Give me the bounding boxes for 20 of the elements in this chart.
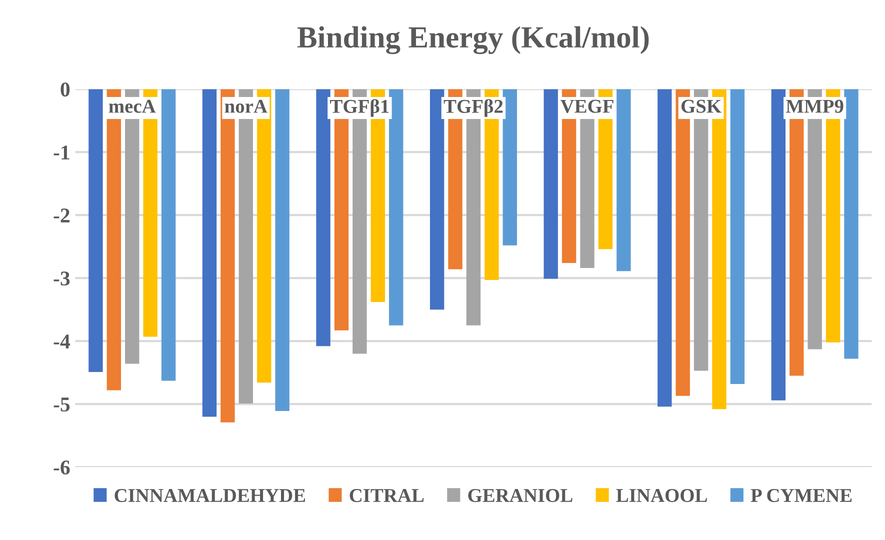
legend-label: CINNAMALDEHYDE [114,488,306,502]
x-tick-label: norA [224,100,268,113]
y-tick-label: -1 [54,146,70,160]
x-tick-label: VEGF [560,100,614,113]
legend-label: P CYMENE [750,488,852,502]
y-tick-label: -4 [54,334,70,348]
x-tick-label: TGFβ1 [330,99,389,117]
chart-title: Binding Energy (Kcal/mol) [297,26,649,54]
y-tick-label: 0 [60,82,70,97]
legend-label: GERANIOL [468,488,572,502]
x-tick-label: TGFβ2 [444,99,503,117]
y-tick-label: -5 [54,398,70,412]
y-tick-label: -6 [54,460,70,475]
legend-label: LINAOOL [616,488,707,502]
legend-label: CITRAL [350,488,424,502]
x-tick-label: MMP9 [786,100,844,113]
x-tick-label: mecA [108,100,156,113]
y-tick-label: -3 [54,272,70,286]
y-tick-label: -2 [54,208,70,222]
x-tick-label: GSK [681,100,722,113]
